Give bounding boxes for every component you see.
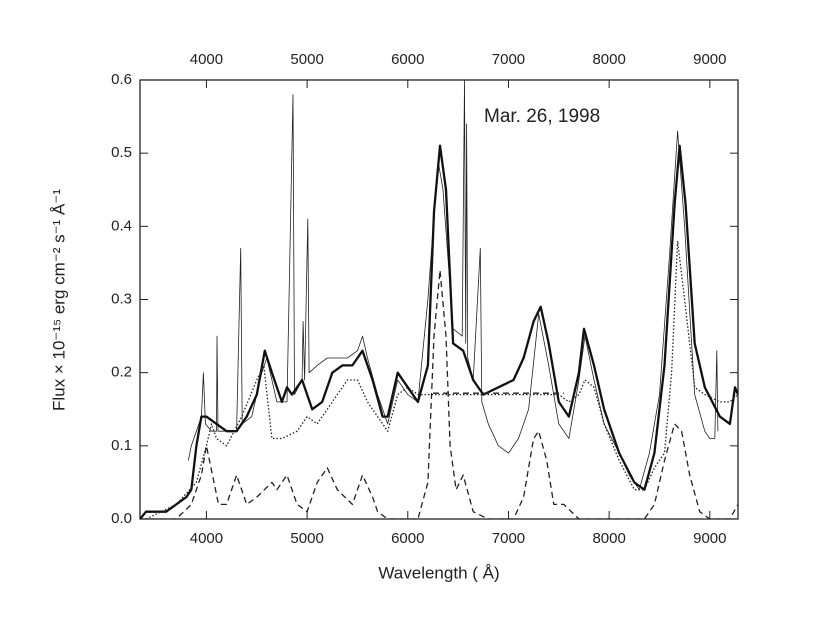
spectrum-line bbox=[145, 240, 738, 519]
spectrum-line bbox=[140, 144, 738, 519]
spectrum-line bbox=[140, 269, 738, 519]
x-tick-label: 8000 bbox=[592, 530, 625, 547]
y-tick-label: 0.4 bbox=[111, 217, 132, 234]
x-top-tick-label: 6000 bbox=[391, 51, 424, 68]
x-top-tick-label: 4000 bbox=[190, 51, 223, 68]
x-tick-label: 7000 bbox=[492, 530, 525, 547]
y-tick-label: 0.2 bbox=[111, 364, 132, 381]
x-tick-label: 9000 bbox=[693, 530, 726, 547]
x-tick-label: 4000 bbox=[190, 530, 223, 547]
y-tick-label: 0.0 bbox=[111, 510, 132, 527]
y-axis-label: Flux × 10⁻¹⁵ erg cm⁻² s⁻¹ Å⁻¹ bbox=[49, 189, 68, 411]
x-top-tick-label: 7000 bbox=[492, 51, 525, 68]
x-tick-label: 6000 bbox=[391, 530, 424, 547]
x-axis-label: Wavelength ( Å) bbox=[378, 563, 499, 582]
y-tick-label: 0.6 bbox=[111, 71, 132, 88]
spectrum-line bbox=[187, 79, 719, 491]
x-tick-label: 5000 bbox=[290, 530, 323, 547]
annotation: Mar. 26, 1998 bbox=[484, 106, 600, 127]
y-tick-label: 0.1 bbox=[111, 437, 132, 454]
x-top-tick-label: 5000 bbox=[290, 51, 323, 68]
x-top-tick-label: 9000 bbox=[693, 51, 726, 68]
y-tick-label: 0.3 bbox=[111, 290, 132, 307]
y-tick-label: 0.5 bbox=[111, 144, 132, 161]
x-top-tick-label: 8000 bbox=[592, 51, 625, 68]
